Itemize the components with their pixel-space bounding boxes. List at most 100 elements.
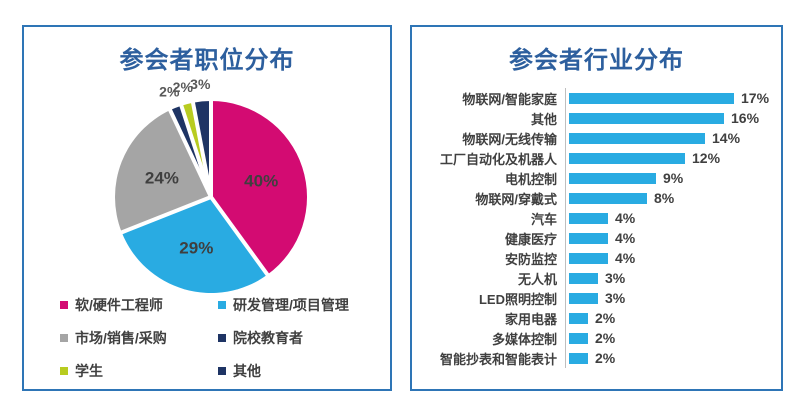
legend-label: 其他: [233, 363, 261, 379]
bar-row: 多媒体控制 2%: [424, 328, 771, 348]
legend-swatch-icon: [218, 301, 226, 309]
pie-chart: 40%29%24%2%2%3%: [115, 76, 308, 294]
bar-category-label: 物联网/无线传输: [462, 131, 557, 147]
bar-category-label: 电机控制: [504, 171, 557, 187]
bar-value-label: 16%: [731, 110, 760, 126]
bar-fill: [569, 352, 588, 364]
legend-label: 院校教育者: [233, 330, 303, 346]
bar-fill: [569, 132, 705, 144]
bar-row: LED照明控制 3%: [424, 288, 771, 308]
bar-row: 无人机 3%: [424, 268, 771, 288]
pie-slice-1: [121, 197, 268, 294]
bar-fill: [569, 292, 598, 304]
pie-value-label: 2%: [159, 84, 180, 100]
bar-plot-area: 14%: [565, 128, 771, 148]
legend-swatch-icon: [60, 367, 68, 375]
bar-row: 其他 16%: [424, 108, 771, 128]
bar-category-label: 无人机: [517, 271, 557, 287]
bar-fill: [569, 152, 685, 164]
pie-slice-separator: [190, 101, 213, 198]
pie-legend: 软/硬件工程师 研发管理/项目管理市场/销售/采购 院校教育者学生 其他: [60, 295, 380, 381]
bar-fill: [569, 312, 588, 324]
bar-plot-area: 3%: [565, 268, 771, 288]
pie-slice-separator: [167, 108, 213, 198]
pie-slice-separator: [179, 104, 213, 198]
bar-value-label: 4%: [615, 230, 636, 246]
bar-fill: [569, 172, 656, 184]
bar-value-label: 8%: [654, 190, 675, 206]
legend-swatch-icon: [60, 334, 68, 342]
bar-fill: [569, 112, 724, 124]
pie-value-label: 2%: [173, 79, 194, 95]
bar-value-label: 12%: [692, 150, 721, 166]
pie-slice-2: [115, 110, 211, 233]
pie-value-label: 40%: [244, 172, 278, 191]
bar-fill: [569, 332, 588, 344]
bar-value-label: 3%: [605, 290, 626, 306]
legend-label: 学生: [75, 363, 103, 379]
bar-plot-area: 12%: [565, 148, 771, 168]
bar-plot-area: 4%: [565, 208, 771, 228]
bar-row: 健康医疗 4%: [424, 228, 771, 248]
bar-chart: 物联网/智能家庭 17% 其他 16% 物联网/无线传输 14% 工厂自动化及机器人 12% 电…: [424, 88, 771, 368]
bar-row: 物联网/智能家庭 17%: [424, 88, 771, 108]
legend-item: 学生: [60, 361, 218, 381]
industry-distribution-panel: 参会者行业分布 物联网/智能家庭 17% 其他 16% 物联网/无线传输 14% 工厂自动化…: [410, 25, 783, 391]
bar-plot-area: 2%: [565, 328, 771, 348]
bar-category-label: 健康医疗: [504, 231, 557, 247]
position-distribution-panel: 参会者职位分布 40% 29% 24% 2% 2% 3% 软/硬件工程师 研发管理/项目管理…: [22, 25, 392, 391]
bar-category-label: 物联网/智能家庭: [462, 91, 557, 107]
bar-value-label: 17%: [741, 90, 770, 106]
bar-value-label: 2%: [595, 330, 616, 346]
bar-category-label: 工厂自动化及机器人: [439, 151, 557, 167]
bar-value-label: 4%: [615, 210, 636, 226]
pie-chart-title: 参会者职位分布: [119, 47, 295, 74]
pie-slice-separator: [209, 195, 270, 277]
bar-fill: [569, 272, 598, 284]
bar-value-label: 3%: [605, 270, 626, 286]
bar-row: 汽车 4%: [424, 208, 771, 228]
bar-row: 智能抄表和智能表计 2%: [424, 348, 771, 368]
bar-value-label: 4%: [615, 250, 636, 266]
bar-category-label: 其他: [530, 111, 557, 127]
bar-fill: [569, 192, 647, 204]
bar-row: 物联网/无线传输 14%: [424, 128, 771, 148]
legend-item: 软/硬件工程师: [60, 295, 218, 315]
bar-plot-area: 4%: [565, 248, 771, 268]
bar-row: 家用电器 2%: [424, 308, 771, 328]
pie-value-label: 29%: [179, 239, 213, 258]
bar-plot-area: 3%: [565, 288, 771, 308]
legend-label: 市场/销售/采购: [75, 330, 167, 346]
legend-swatch-icon: [218, 367, 226, 375]
bar-category-label: 智能抄表和智能表计: [439, 351, 557, 367]
bar-category-label: LED照明控制: [478, 291, 557, 307]
bar-row: 工厂自动化及机器人 12%: [424, 148, 771, 168]
bar-plot-area: 2%: [565, 308, 771, 328]
bar-row: 安防监控 4%: [424, 248, 771, 268]
bar-row: 电机控制 9%: [424, 168, 771, 188]
bar-category-label: 汽车: [530, 211, 557, 227]
legend-item: 院校教育者: [218, 328, 380, 348]
bar-fill: [569, 252, 608, 264]
legend-label: 研发管理/项目管理: [233, 297, 349, 313]
legend-swatch-icon: [218, 334, 226, 342]
legend-item: 市场/销售/采购: [60, 328, 218, 348]
bar-plot-area: 17%: [565, 88, 771, 108]
bar-fill: [569, 92, 734, 104]
bar-category-label: 物联网/穿戴式: [475, 191, 557, 207]
bar-chart-title: 参会者行业分布: [509, 47, 684, 74]
legend-label: 软/硬件工程师: [75, 297, 163, 313]
bar-category-label: 多媒体控制: [491, 331, 557, 347]
bar-category-label: 家用电器: [504, 311, 557, 327]
bar-value-label: 14%: [712, 130, 741, 146]
bar-category-label: 安防监控: [504, 251, 557, 267]
bar-plot-area: 2%: [565, 348, 771, 368]
bar-plot-area: 4%: [565, 228, 771, 248]
bar-value-label: 2%: [595, 350, 616, 366]
bar-value-label: 2%: [595, 310, 616, 326]
legend-swatch-icon: [60, 301, 68, 309]
bar-row: 物联网/穿戴式 8%: [424, 188, 771, 208]
bar-plot-area: 8%: [565, 188, 771, 208]
pie-value-label: 3%: [190, 76, 211, 92]
bar-fill: [569, 232, 608, 244]
